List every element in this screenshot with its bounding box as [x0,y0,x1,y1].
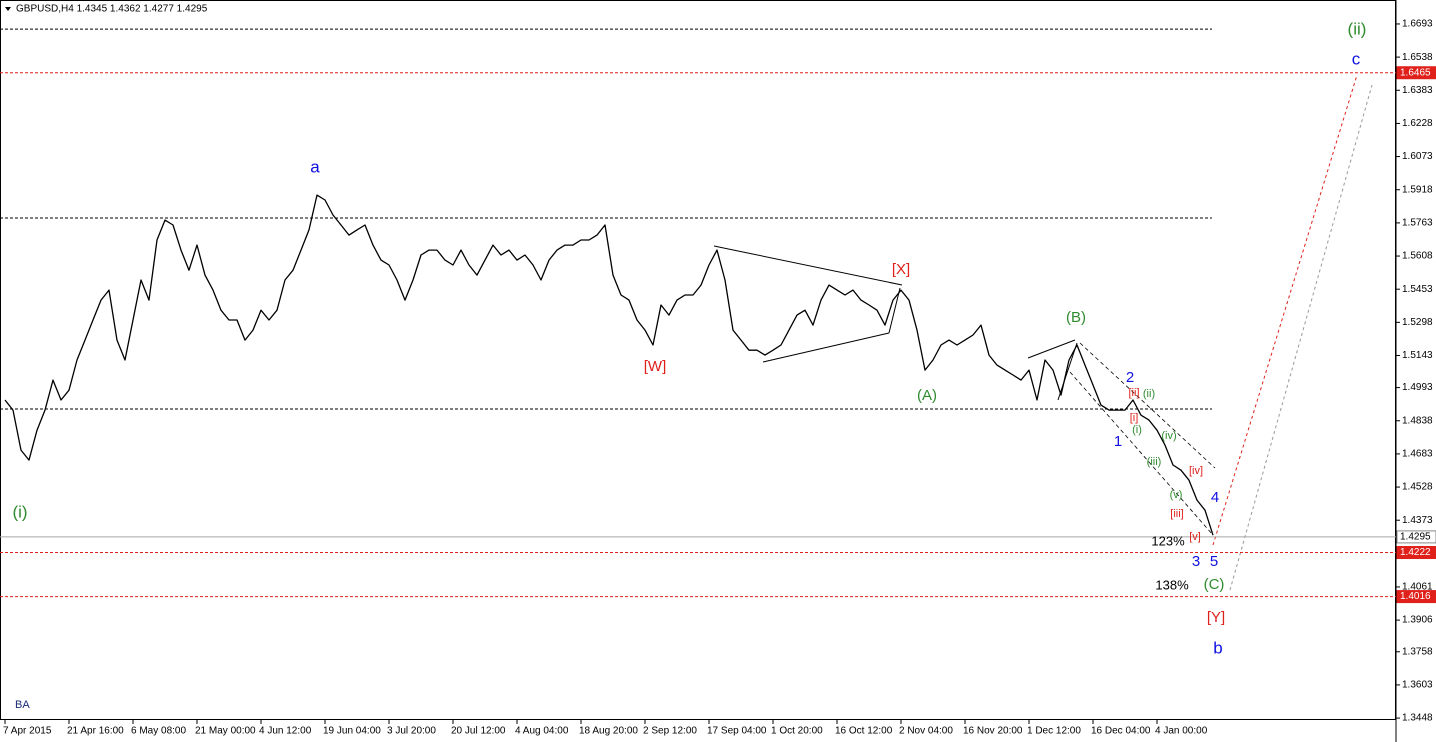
wave-label: (C) [1204,576,1225,593]
price-level-box [1396,590,1436,604]
y-tick-label: 1.6538 [1402,52,1433,63]
wave-label: [ii] [1129,387,1140,399]
y-tick-label: 1.3758 [1402,646,1433,657]
y-tick-label: 1.4683 [1402,449,1433,460]
wave-label: [v] [1189,531,1201,543]
y-tick-label: 1.5143 [1402,350,1433,361]
wave-label: [W] [644,358,667,375]
wave-label: (i) [12,502,27,521]
x-tick-label: 3 Jul 20:00 [387,726,436,737]
x-tick-label: 16 Nov 20:00 [963,726,1023,737]
x-tick-label: 17 Sep 04:00 [707,726,767,737]
projection-line [1212,74,1358,546]
y-tick-label: 1.3603 [1402,680,1433,691]
y-tick-label: 1.4061 [1402,582,1433,593]
chart-title: GBPUSD,H4 1.4345 1.4362 1.4277 1.4295 [16,4,208,15]
y-tick-label: 1.4993 [1402,382,1433,393]
x-tick-label: 2 Sep 12:00 [643,726,697,737]
wave-label: (ii) [1143,388,1155,400]
y-tick-label: 1.5763 [1402,218,1433,229]
plot-frame [0,0,1396,720]
channel [1069,342,1216,536]
price-level-label: 1.4222 [1400,547,1431,558]
wave-label: [i] [1130,412,1139,424]
y-tick-label: 1.5453 [1402,284,1433,295]
x-tick-label: 4 Aug 04:00 [515,726,569,737]
wave-label: (B) [1066,309,1086,326]
price-level-box [1396,66,1436,80]
x-tick-label: 6 May 08:00 [131,726,186,737]
wave-label: 123% [1151,533,1185,548]
y-tick-label: 1.4373 [1402,515,1433,526]
wave-label: 138% [1155,577,1189,592]
x-tick-label: 4 Jun 12:00 [259,726,312,737]
x-tick-label: 19 Jun 04:00 [323,726,381,737]
title-arrow [5,7,11,11]
x-tick-label: 1 Oct 20:00 [771,726,823,737]
y-tick-label: 1.4528 [1402,482,1433,493]
y-tick-label: 1.6228 [1402,118,1433,129]
price-level-label: 1.4016 [1400,591,1431,602]
wave-label: 1 [1114,433,1122,450]
wave-label: (ii) [1348,19,1367,38]
x-tick-label: 21 Apr 16:00 [67,726,124,737]
wave-label: (i) [1132,424,1142,436]
wave-label: [Y] [1207,609,1225,626]
wave-label: (A) [917,387,937,404]
wave-label: 2 [1126,369,1134,386]
x-tick-label: 16 Dec 04:00 [1091,726,1151,737]
wave-label: [X] [892,261,910,278]
wave-label: 5 [1210,553,1218,570]
y-tick-label: 1.3448 [1402,713,1433,724]
triangle [713,245,1078,401]
price-line [4,194,1214,536]
price-level-label: 1.4295 [1400,532,1431,543]
x-tick-label: 4 Jan 00:00 [1155,726,1208,737]
watermark: BA [15,699,30,711]
x-tick-label: 21 May 00:00 [195,726,256,737]
wave-label: [iii] [1170,508,1183,520]
y-tick-label: 1.6073 [1402,151,1433,162]
price-level-label: 1.6465 [1400,67,1431,78]
wave-label: 3 [1192,553,1200,570]
wave-label: (v) [1170,489,1183,501]
y-tick-label: 1.6693 [1402,19,1433,30]
wave-label: (iv) [1161,430,1176,442]
y-tick-label: 1.3906 [1402,615,1433,626]
x-tick-label: 18 Aug 20:00 [579,726,638,737]
x-tick-label: 2 Nov 04:00 [899,726,953,737]
wave-label: (iii) [1147,456,1162,468]
y-tick-label: 1.5608 [1402,251,1433,262]
wave-label: b [1213,638,1222,657]
wave-label: 4 [1211,489,1219,506]
x-tick-label: 20 Jul 12:00 [451,726,506,737]
y-tick-label: 1.4838 [1402,415,1433,426]
x-tick-label: 16 Oct 12:00 [835,726,893,737]
y-tick-label: 1.6383 [1402,85,1433,96]
price-level-box [1396,530,1436,544]
wave-label: [iv] [1189,465,1203,477]
y-tick-label: 1.5918 [1402,184,1433,195]
wave-label: c [1352,49,1361,68]
x-tick-label: 7 Apr 2015 [3,726,52,737]
price-level-box [1396,546,1436,560]
wave-label: a [310,157,320,176]
x-tick-label: 1 Dec 12:00 [1027,726,1081,737]
y-tick-label: 1.5298 [1402,317,1433,328]
